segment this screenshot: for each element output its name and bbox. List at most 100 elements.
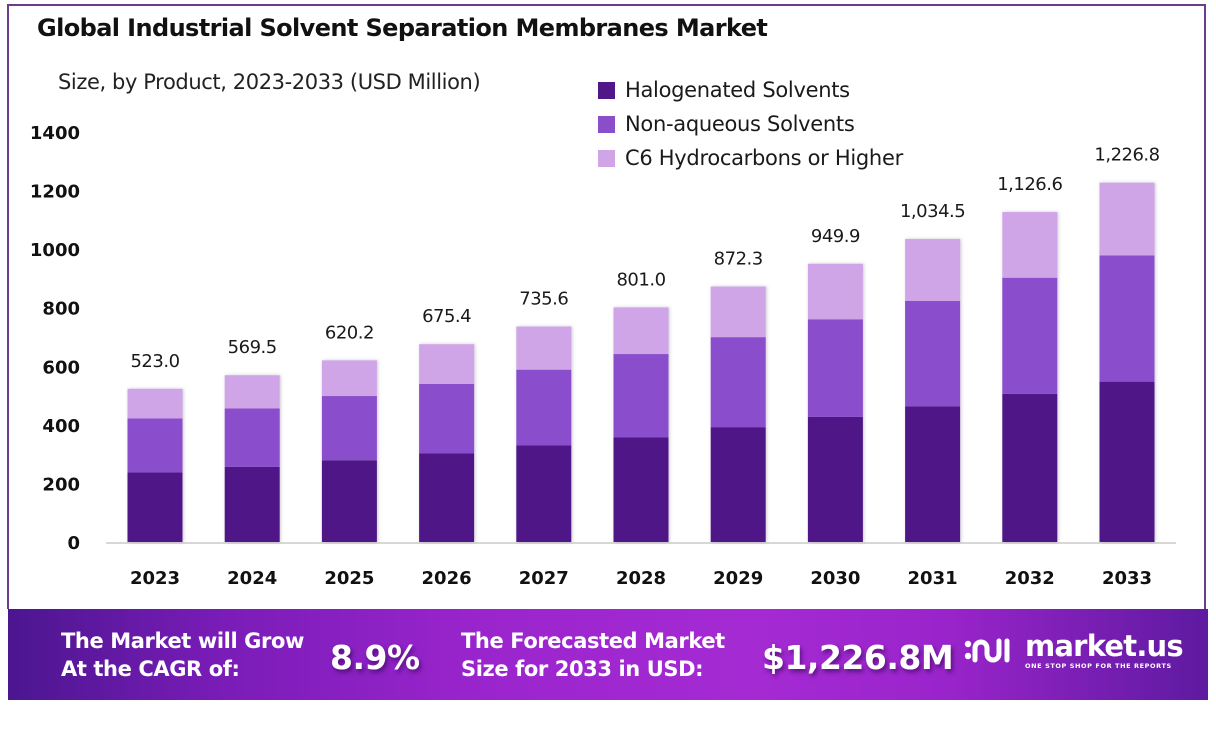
bar-stack-2030 — [807, 263, 863, 542]
bar-segment-non-aqueous-solvents — [419, 384, 475, 454]
bar-segment-halogenated-solvents — [419, 453, 475, 542]
bar-stack-2033 — [1099, 182, 1155, 542]
bar-segment-halogenated-solvents — [905, 406, 961, 542]
total-value-label: 1,126.6 — [997, 174, 1062, 195]
x-tick-label: 2032 — [1005, 568, 1055, 589]
forecast-value: $1,226.8M — [762, 638, 954, 677]
x-tick-label: 2024 — [227, 568, 277, 589]
legend-item-c6-hydrocarbons: C6 Hydrocarbons or Higher — [598, 141, 903, 175]
total-value-label: 620.2 — [325, 322, 374, 343]
bar-segment-c6-hydrocarbons-or-higher — [1002, 212, 1058, 278]
bar-segment-c6-hydrocarbons-or-higher — [710, 286, 766, 338]
cagr-caption: The Market will Grow At the CAGR of: — [61, 627, 304, 683]
bar-stack-2023 — [127, 388, 183, 542]
y-tick-label: 1400 — [30, 123, 80, 144]
legend-label: Halogenated Solvents — [625, 78, 850, 102]
chart-subtitle: Size, by Product, 2023-2033 (USD Million… — [58, 70, 481, 94]
cagr-caption-line2: At the CAGR of: — [61, 657, 240, 681]
total-value-label: 569.5 — [228, 337, 277, 358]
bar-segment-halogenated-solvents — [224, 466, 280, 542]
y-tick-label: 1200 — [30, 182, 80, 203]
brand-tagline: ONE STOP SHOP FOR THE REPORTS — [1025, 662, 1172, 670]
y-tick-label: 0 — [67, 533, 80, 554]
bar-segment-halogenated-solvents — [1002, 393, 1058, 542]
bar-segment-non-aqueous-solvents — [127, 418, 183, 473]
legend-label: Non-aqueous Solvents — [625, 112, 855, 136]
y-tick-label: 200 — [42, 474, 80, 495]
x-tick-label: 2027 — [519, 568, 569, 589]
legend-swatch-non-aqueous — [598, 115, 615, 133]
bars — [127, 182, 1155, 542]
bar-segment-c6-hydrocarbons-or-higher — [321, 360, 377, 397]
bar-stack-2027 — [516, 326, 572, 542]
x-tick-label: 2023 — [130, 568, 180, 589]
x-tick-label: 2029 — [713, 568, 763, 589]
bar-segment-non-aqueous-solvents — [1099, 255, 1155, 382]
bar-segment-non-aqueous-solvents — [710, 337, 766, 428]
legend-swatch-halogenated — [598, 81, 615, 99]
total-value-label: 735.6 — [519, 289, 568, 310]
bar-segment-non-aqueous-solvents — [613, 354, 669, 438]
y-tick-label: 600 — [42, 357, 80, 378]
y-tick-label: 1000 — [30, 240, 80, 261]
bar-stack-2025 — [321, 360, 377, 542]
y-tick-label: 400 — [42, 416, 80, 437]
bar-stack-2026 — [419, 344, 475, 542]
legend-item-halogenated: Halogenated Solvents — [598, 73, 903, 107]
brand-logo: market.us ONE STOP SHOP FOR THE REPORTS — [963, 629, 1184, 670]
bar-segment-c6-hydrocarbons-or-higher — [224, 375, 280, 409]
bar-segment-halogenated-solvents — [710, 427, 766, 542]
brand-name: market.us — [1025, 629, 1184, 663]
cagr-caption-line1: The Market will Grow — [61, 629, 304, 653]
forecast-caption-line2: Size for 2033 in USD: — [461, 657, 704, 681]
bar-segment-halogenated-solvents — [321, 460, 377, 542]
bar-segment-halogenated-solvents — [127, 472, 183, 542]
bar-segment-c6-hydrocarbons-or-higher — [807, 263, 863, 320]
bar-segment-non-aqueous-solvents — [516, 369, 572, 446]
y-axis: 0 200 400 600 800 1000 1200 1400 — [30, 123, 80, 554]
total-value-label: 872.3 — [714, 249, 763, 270]
bar-segment-halogenated-solvents — [613, 437, 669, 542]
bar-segment-non-aqueous-solvents — [1002, 277, 1058, 394]
bar-segment-halogenated-solvents — [807, 416, 863, 542]
bar-stack-2028 — [613, 307, 669, 542]
total-value-label: 1,226.8 — [1094, 145, 1159, 166]
bar-segment-c6-hydrocarbons-or-higher — [1099, 182, 1155, 256]
bar-segment-c6-hydrocarbons-or-higher — [905, 239, 961, 301]
bar-segment-c6-hydrocarbons-or-higher — [613, 307, 669, 355]
total-value-label: 949.9 — [811, 226, 860, 247]
data-labels: 523.0 569.5 620.2 675.4 735.6 801.0 872.3 949.9… — [130, 145, 1160, 372]
x-tick-label: 2030 — [810, 568, 860, 589]
bar-segment-c6-hydrocarbons-or-higher — [127, 388, 183, 419]
cagr-value: 8.9% — [330, 638, 420, 677]
forecast-caption-line1: The Forecasted Market — [461, 629, 725, 653]
market-us-logo-icon — [964, 638, 1010, 662]
bar-stack-2031 — [905, 239, 961, 542]
total-value-label: 523.0 — [130, 351, 179, 372]
bar-stack-2029 — [710, 286, 766, 542]
x-tick-label: 2026 — [422, 568, 472, 589]
x-tick-label: 2031 — [908, 568, 958, 589]
bar-stack-2032 — [1002, 212, 1058, 542]
total-value-label: 675.4 — [422, 306, 471, 327]
footer-banner: The Market will Grow At the CAGR of: 8.9… — [8, 609, 1208, 700]
bar-segment-c6-hydrocarbons-or-higher — [516, 326, 572, 370]
bar-segment-non-aqueous-solvents — [224, 408, 280, 467]
x-tick-label: 2025 — [324, 568, 374, 589]
bar-segment-halogenated-solvents — [1099, 381, 1155, 542]
legend-label: C6 Hydrocarbons or Higher — [625, 146, 903, 170]
x-tick-label: 2033 — [1102, 568, 1152, 589]
x-axis: 2023 2024 2025 2026 2027 2028 2029 2030 2031 2032… — [130, 568, 1152, 589]
total-value-label: 1,034.5 — [900, 201, 965, 222]
y-tick-label: 800 — [42, 299, 80, 320]
x-tick-label: 2028 — [616, 568, 666, 589]
chart-title: Global Industrial Solvent Separation Mem… — [37, 14, 768, 42]
bar-segment-non-aqueous-solvents — [807, 319, 863, 417]
bar-segment-non-aqueous-solvents — [321, 396, 377, 461]
forecast-caption: The Forecasted Market Size for 2033 in U… — [461, 627, 725, 683]
bar-segment-c6-hydrocarbons-or-higher — [419, 344, 475, 385]
legend-item-non-aqueous: Non-aqueous Solvents — [598, 107, 903, 141]
legend-swatch-c6-hydrocarbons — [598, 149, 615, 167]
bar-segment-halogenated-solvents — [516, 445, 572, 542]
total-value-label: 801.0 — [616, 269, 665, 290]
